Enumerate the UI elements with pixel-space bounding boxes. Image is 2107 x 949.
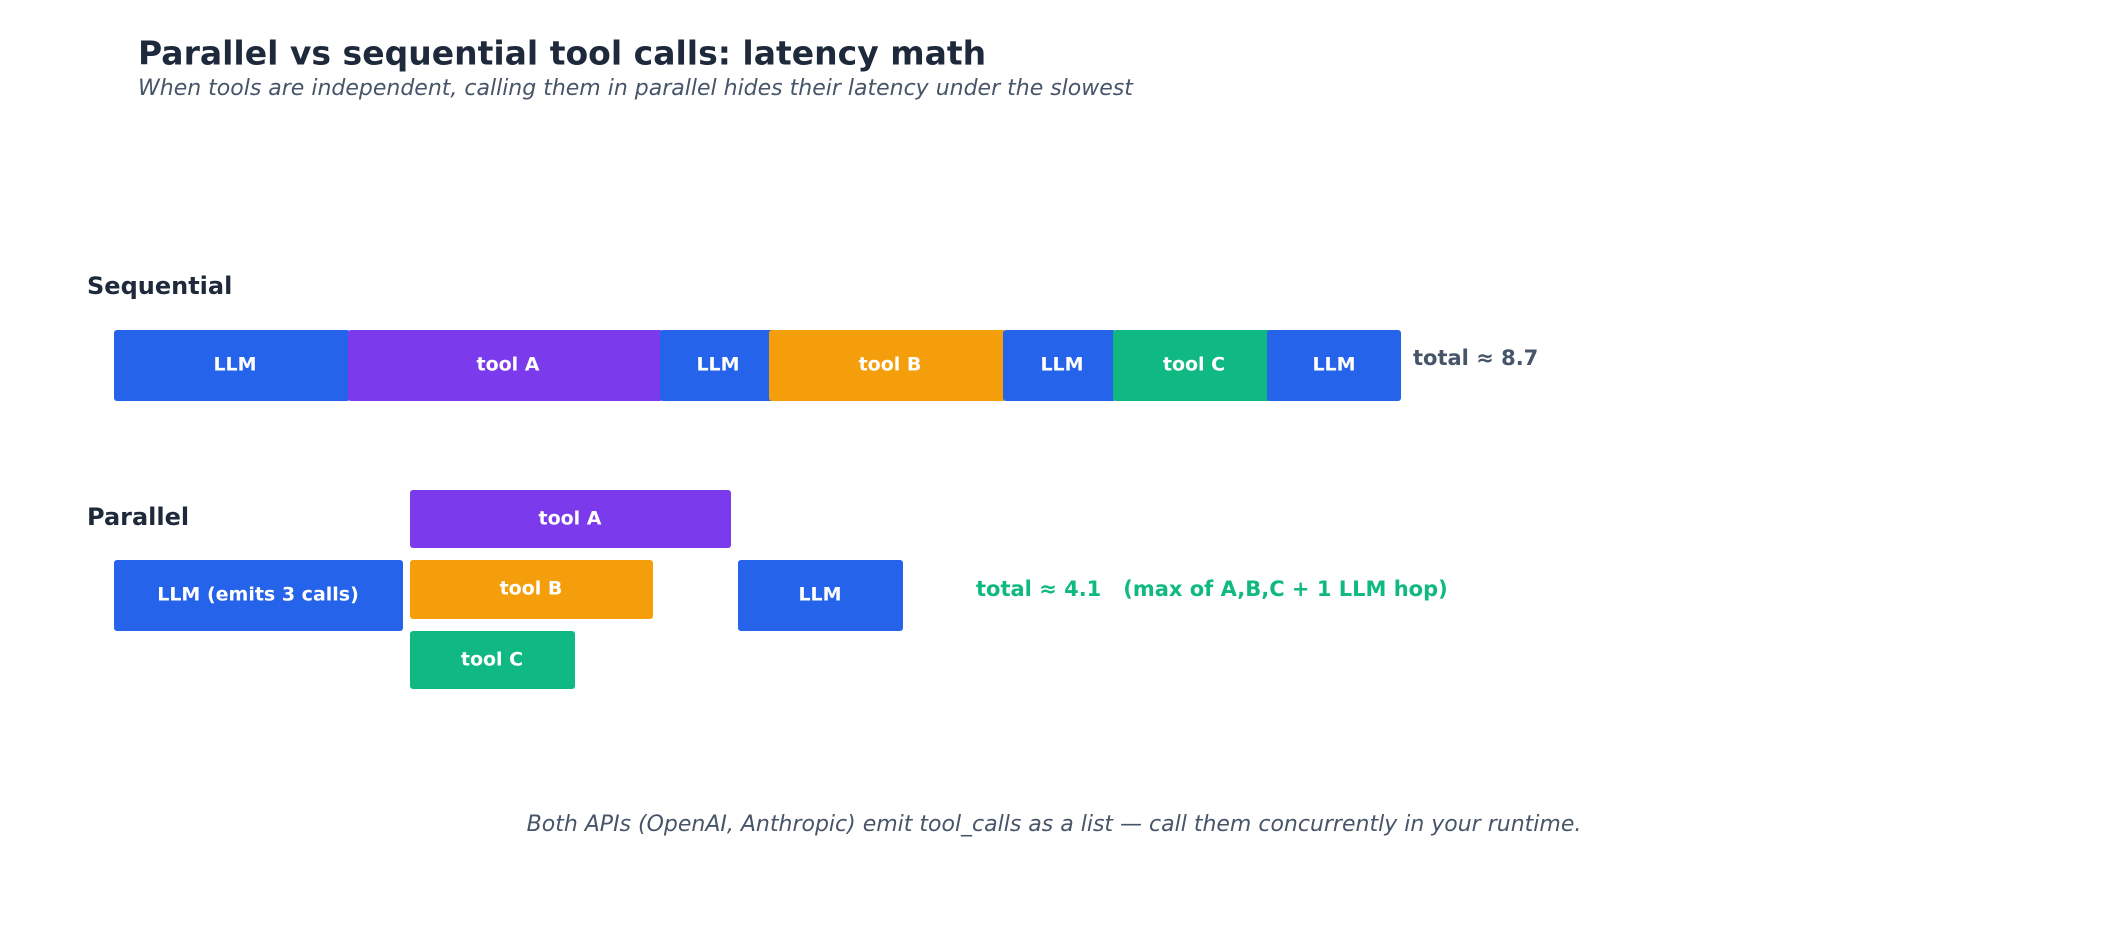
segment-label: tool B [500,578,563,600]
llm-segment [114,330,350,401]
tool-segment [410,490,731,548]
tool-segment [348,330,663,401]
title: Parallel vs sequential tool calls: laten… [138,34,986,73]
llm-segment [660,330,775,401]
tool-segment [1113,330,1272,401]
tool-segment [410,560,653,619]
row-label: Parallel [87,503,189,531]
llm-segment [738,560,903,631]
segment-label: tool A [538,508,601,530]
segment-label: tool C [461,649,523,671]
segment-label: LLM [798,584,841,606]
llm-segment [1003,330,1116,401]
subtitle: When tools are independent, calling them… [138,76,1134,101]
segment-label: tool B [859,354,922,376]
segment-label: tool A [476,354,539,376]
row-label: Sequential [87,272,232,300]
footer-note: Both APIs (OpenAI, Anthropic) emit tool_… [527,812,1582,837]
segment-label: LLM (emits 3 calls) [157,584,359,606]
segment-label: LLM [1312,354,1355,376]
total-label: total ≈ 4.1 (max of A,B,C + 1 LLM hop) [976,577,1448,601]
llm-segment [1267,330,1401,401]
tool-segment [769,330,1006,401]
total-label: total ≈ 8.7 [1413,346,1538,370]
segment-label: LLM [1040,354,1083,376]
parallel-timeline: LLM (emits 3 calls) tool A tool B tool C… [114,490,903,689]
sequential-timeline: LLM tool A LLM tool B LLM tool C LLM [114,330,1401,401]
llm-segment [114,560,403,631]
tool-segment [410,631,575,689]
segment-label: LLM [696,354,739,376]
segment-label: LLM [213,354,256,376]
segment-label: tool C [1163,354,1225,376]
